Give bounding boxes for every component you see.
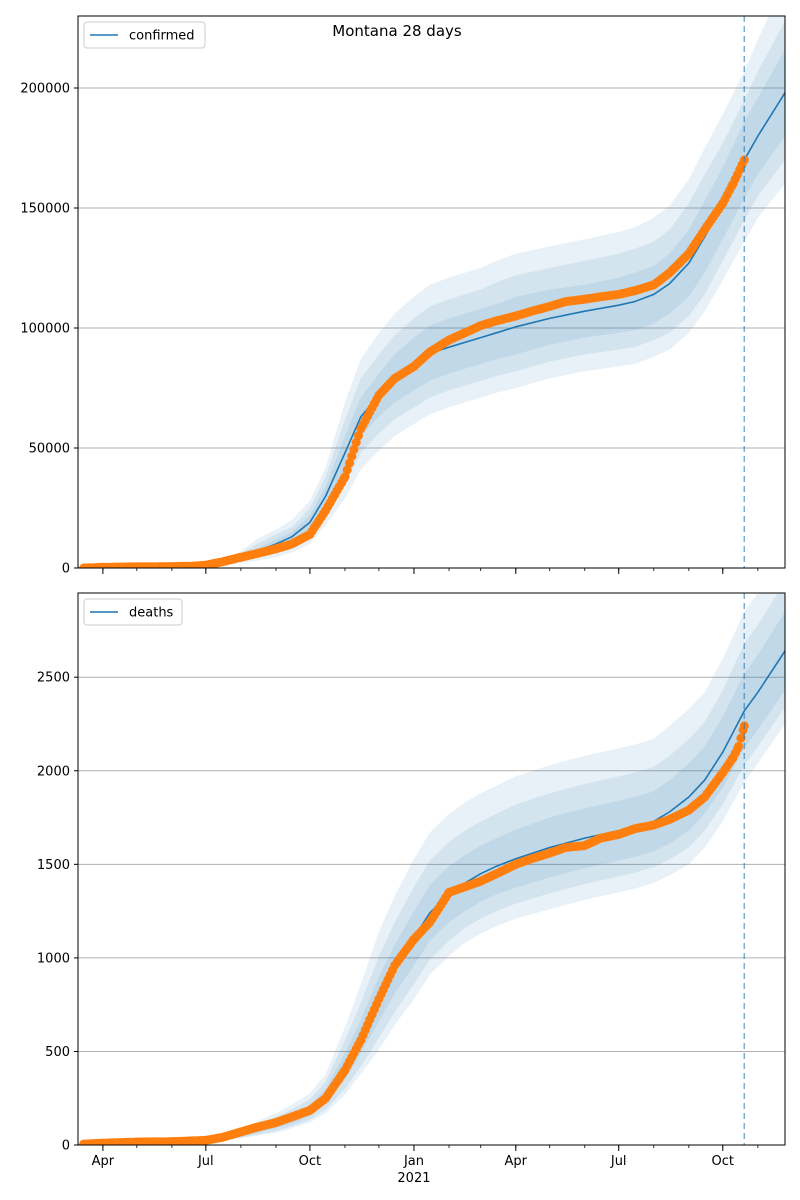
confirmed-observed-point xyxy=(345,458,354,468)
confirmed-uncertainty-band-3 xyxy=(78,49,785,568)
deaths-ytick-label: 2500 xyxy=(37,671,70,686)
deaths-xtick-label: Jan xyxy=(403,1154,424,1169)
deaths-axes-frame xyxy=(77,592,786,1146)
confirmed-observed-point xyxy=(340,472,350,482)
confirmed-ytick-label: 200000 xyxy=(20,82,70,97)
deaths-chart-panel: 0 500 1000 1500 2000 2500 deaths Apr Jul Oct Jan Ap… xyxy=(37,592,786,1186)
confirmed-observed-point xyxy=(354,431,363,441)
deaths-xtick-label: Oct xyxy=(299,1154,321,1169)
deaths-observed-point xyxy=(736,733,746,743)
confirmed-ytick-label: 100000 xyxy=(20,322,70,337)
confirmed-observed-point xyxy=(351,438,361,447)
deaths-xtick-label: Jul xyxy=(197,1154,214,1169)
confirmed-ytick-label: 0 xyxy=(62,562,70,577)
confirmed-observed-point xyxy=(349,444,359,454)
deaths-xtick-label: Oct xyxy=(712,1154,734,1169)
deaths-ytick-label: 500 xyxy=(45,1045,70,1060)
confirmed-uncertainty-band-1 xyxy=(78,16,785,568)
deaths-uncertainty-band-2 xyxy=(78,593,785,1145)
figure-title: Montana 28 days xyxy=(332,22,462,40)
deaths-ytick-label: 2000 xyxy=(37,764,70,779)
deaths-xtick-label: Jul xyxy=(610,1154,627,1169)
deaths-xtick-label: Apr xyxy=(92,1154,115,1169)
deaths-plot-area xyxy=(78,593,785,1145)
deaths-ytick-label: 1000 xyxy=(37,951,70,966)
confirmed-observed-point xyxy=(347,451,357,461)
deaths-legend-box xyxy=(83,598,183,626)
confirmed-chart-panel: 0 50000 100000 150000 200000 confirmed xyxy=(20,15,786,577)
deaths-year-label: 2021 xyxy=(397,1171,430,1186)
confirmed-legend-box xyxy=(83,21,206,49)
confirmed-ytick-label: 150000 xyxy=(20,202,70,217)
confirmed-axes-frame xyxy=(77,15,786,569)
deaths-legend: deaths xyxy=(83,598,183,626)
confirmed-plot-area xyxy=(78,16,785,568)
deaths-observed-point xyxy=(734,741,744,751)
confirmed-legend-label: confirmed xyxy=(129,29,195,44)
deaths-uncertainty-band-1 xyxy=(78,593,785,1145)
confirmed-legend: confirmed xyxy=(83,21,206,49)
deaths-legend-label: deaths xyxy=(129,606,174,621)
confirmed-uncertainty-band-2 xyxy=(78,20,785,568)
deaths-ytick-label: 1500 xyxy=(37,858,70,873)
deaths-xtick-label: Apr xyxy=(505,1154,528,1169)
deaths-ytick-label: 0 xyxy=(62,1139,70,1154)
confirmed-ytick-label: 50000 xyxy=(29,442,70,457)
confirmed-observed-point xyxy=(342,465,352,475)
